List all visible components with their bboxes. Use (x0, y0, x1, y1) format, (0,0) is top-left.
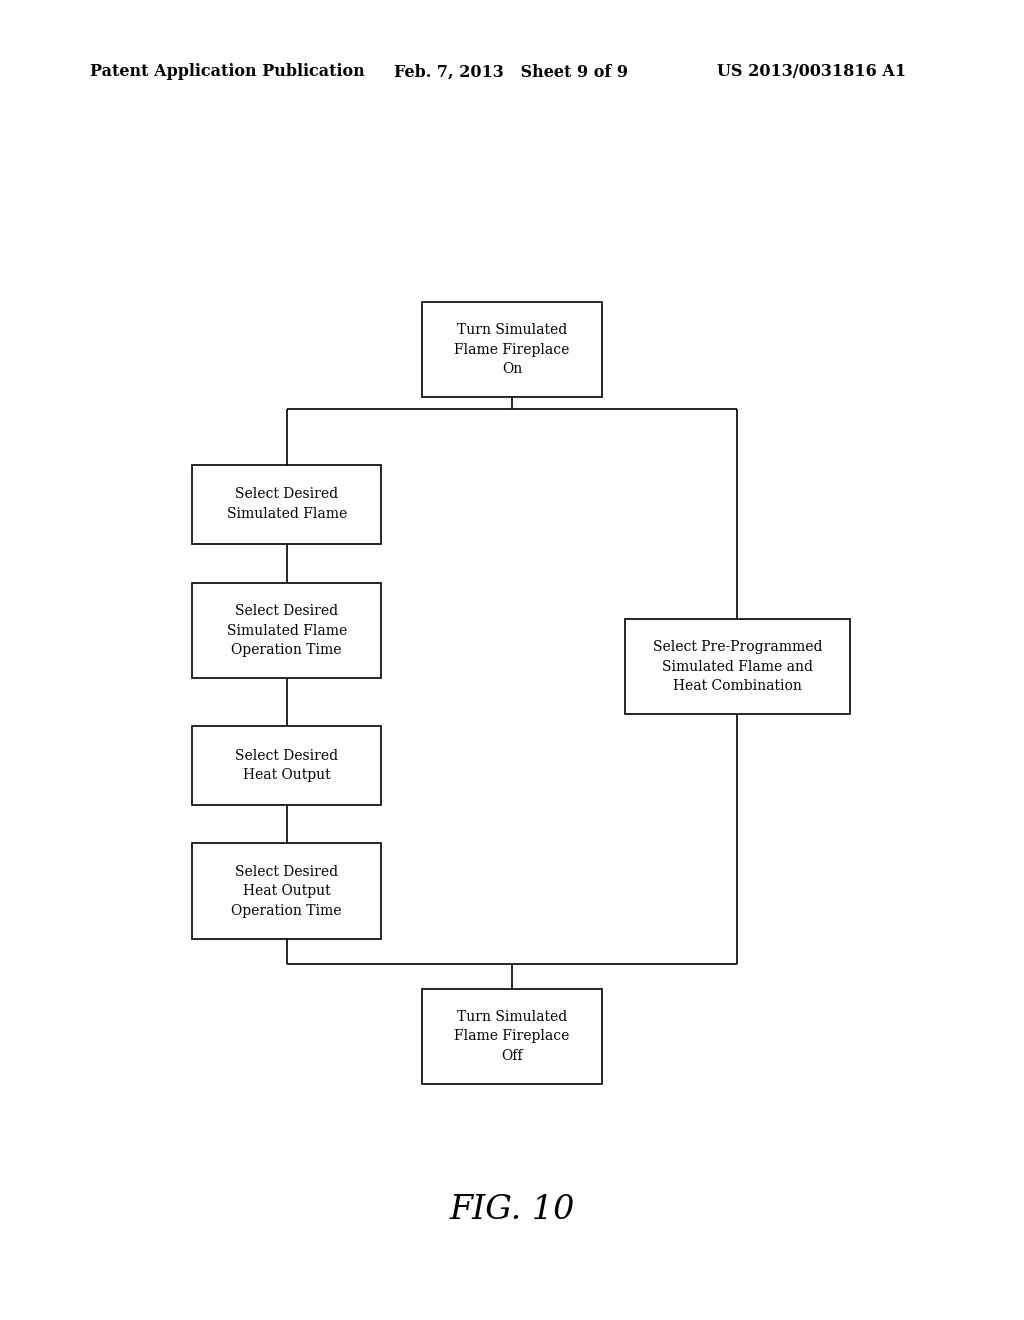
Text: Select Desired
Simulated Flame
Operation Time: Select Desired Simulated Flame Operation… (226, 605, 347, 657)
Text: US 2013/0031816 A1: US 2013/0031816 A1 (717, 63, 906, 81)
FancyBboxPatch shape (193, 583, 382, 678)
FancyBboxPatch shape (193, 726, 382, 805)
FancyBboxPatch shape (193, 465, 382, 544)
FancyBboxPatch shape (422, 302, 601, 397)
Text: Turn Simulated
Flame Fireplace
Off: Turn Simulated Flame Fireplace Off (455, 1010, 569, 1063)
Text: Select Pre-Programmed
Simulated Flame and
Heat Combination: Select Pre-Programmed Simulated Flame an… (652, 640, 822, 693)
Text: Select Desired
Simulated Flame: Select Desired Simulated Flame (226, 487, 347, 521)
Text: Patent Application Publication: Patent Application Publication (90, 63, 365, 81)
FancyBboxPatch shape (193, 843, 382, 939)
FancyBboxPatch shape (625, 619, 850, 714)
FancyBboxPatch shape (422, 989, 601, 1084)
Text: Feb. 7, 2013   Sheet 9 of 9: Feb. 7, 2013 Sheet 9 of 9 (394, 63, 629, 81)
Text: Select Desired
Heat Output
Operation Time: Select Desired Heat Output Operation Tim… (231, 865, 342, 917)
Text: Select Desired
Heat Output: Select Desired Heat Output (236, 748, 338, 783)
Text: Turn Simulated
Flame Fireplace
On: Turn Simulated Flame Fireplace On (455, 323, 569, 376)
Text: FIG. 10: FIG. 10 (450, 1195, 574, 1226)
